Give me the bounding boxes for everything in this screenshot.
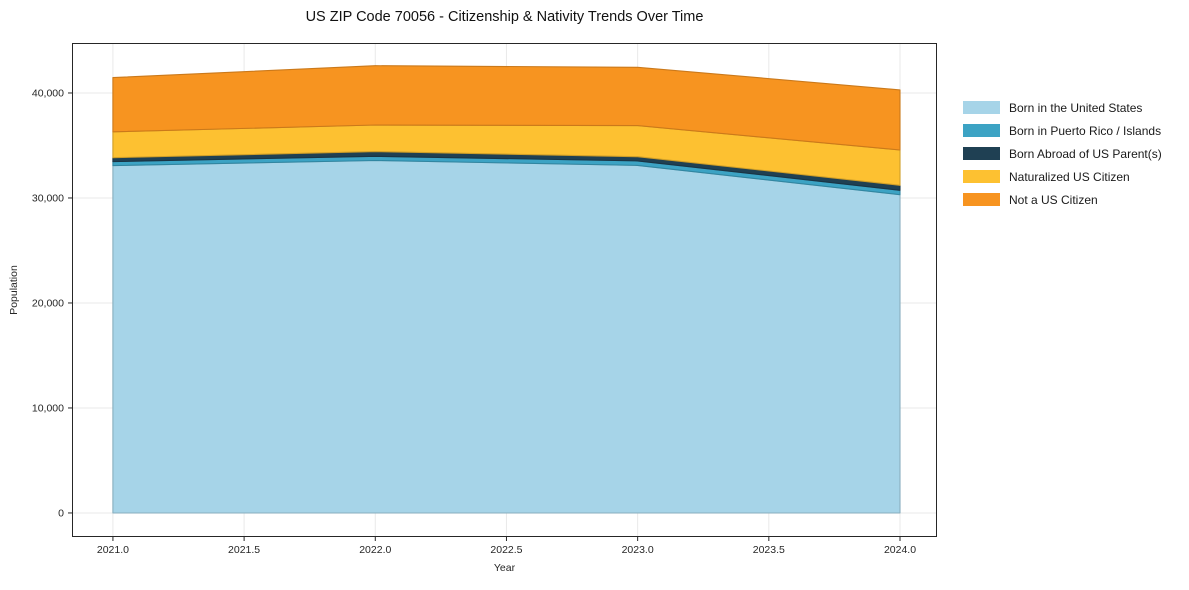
y-tick-label: 10,000 [32,402,64,414]
legend-swatch [963,124,1000,137]
chart-title: US ZIP Code 70056 - Citizenship & Nativi… [305,9,704,25]
legend-item: Born Abroad of US Parent(s) [963,146,1162,161]
legend-item: Naturalized US Citizen [963,169,1162,184]
legend-item: Not a US Citizen [963,192,1162,207]
x-axis-title: Year [493,562,516,574]
x-tick-label: 2021.0 [97,544,129,556]
legend-item: Born in the United States [963,100,1162,115]
legend-label: Born Abroad of US Parent(s) [1009,146,1162,161]
y-tick-label: 0 [58,507,64,519]
x-tick-label: 2022.5 [490,544,522,556]
y-tick-label: 40,000 [32,87,64,99]
legend-swatch [963,101,1000,114]
legend-swatch [963,147,1000,160]
legend-label: Born in the United States [1009,100,1143,115]
x-tick-label: 2023.0 [622,544,654,556]
x-tick-label: 2023.5 [753,544,785,556]
area-series-4 [112,65,901,151]
y-axis-title: Population [8,265,20,315]
legend-label: Naturalized US Citizen [1009,169,1130,184]
axes-frame [72,43,937,537]
legend-swatch [963,193,1000,206]
y-tick-label: 20,000 [32,297,64,309]
legend: Born in the United States Born in Puerto … [963,100,1162,207]
legend-swatch [963,170,1000,183]
x-tick-label: 2024.0 [884,544,916,556]
legend-item: Born in Puerto Rico / Islands [963,123,1162,138]
area-series-0 [112,159,901,514]
x-tick-label: 2022.0 [359,544,391,556]
legend-label: Not a US Citizen [1009,192,1098,207]
legend-label: Born in Puerto Rico / Islands [1009,123,1162,138]
y-tick-label: 30,000 [32,192,64,204]
x-tick-label: 2021.5 [228,544,260,556]
plot-svg: 2021.0 2021.5 2022.0 2022.5 2023.0 2023.5 2024… [32,43,937,556]
